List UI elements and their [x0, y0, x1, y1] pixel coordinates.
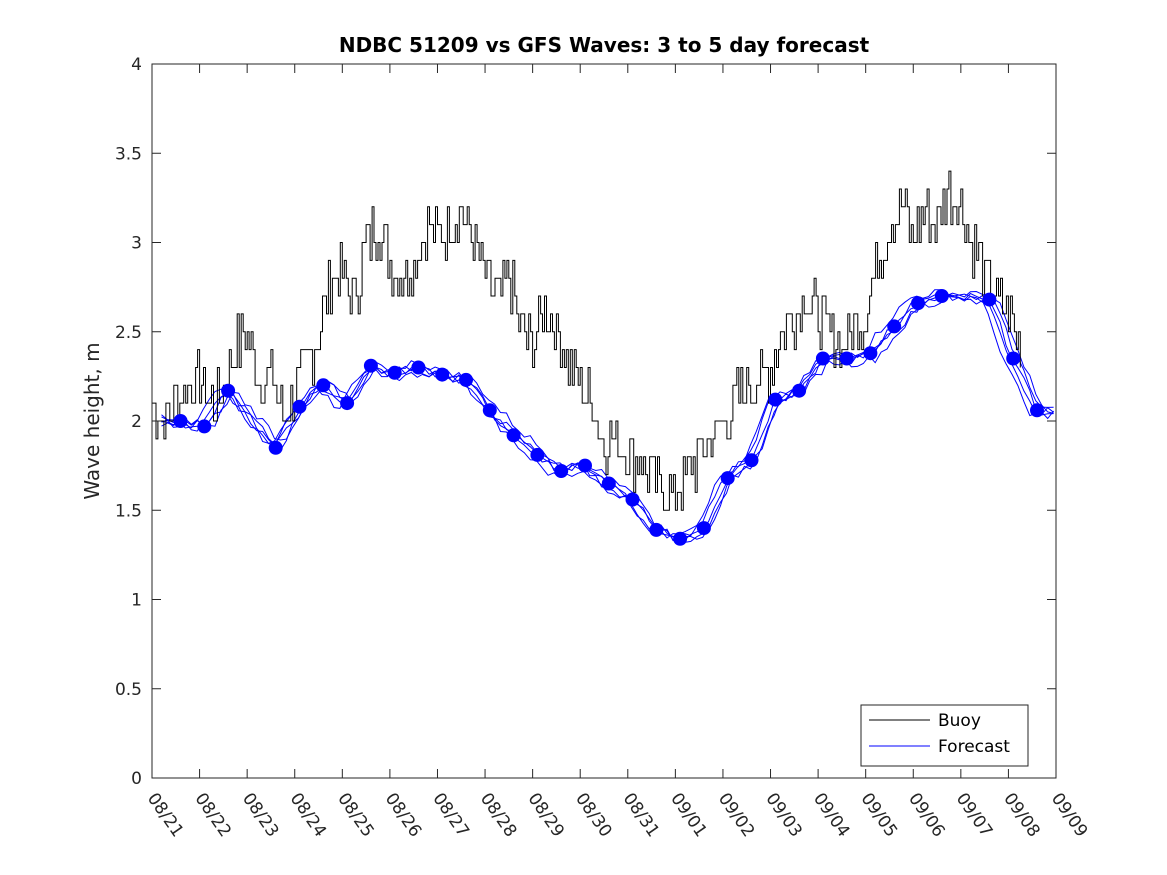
- forecast-point: [363, 358, 378, 373]
- forecast-point: [911, 296, 925, 311]
- forecast-point: [268, 440, 283, 455]
- y-tick-label: 1.5: [115, 501, 142, 521]
- forecast-point: [506, 428, 521, 443]
- x-tick-label: 08/22: [190, 789, 234, 841]
- forecast-point: [744, 453, 759, 468]
- forecast-point: [839, 351, 854, 366]
- x-tick-label: 08/24: [286, 789, 330, 841]
- forecast-point: [554, 464, 569, 478]
- x-tick-label: 08/23: [238, 789, 282, 841]
- forecast-markers: [173, 289, 1044, 546]
- x-tick-label: 09/07: [952, 789, 996, 841]
- forecast-point: [292, 399, 307, 414]
- x-tick-label: 09/06: [904, 789, 948, 841]
- x-tick-label: 09/09: [1047, 789, 1091, 841]
- forecast-line: [161, 289, 1054, 538]
- forecast-point: [887, 319, 902, 334]
- x-tick-label: 09/08: [999, 789, 1043, 841]
- forecast-point: [387, 365, 402, 380]
- forecast-point: [673, 531, 688, 546]
- forecast-point: [340, 396, 355, 411]
- legend-box: [860, 704, 1029, 767]
- forecast-point: [197, 419, 212, 434]
- forecast-point: [1006, 351, 1021, 366]
- x-tick-label: 08/29: [524, 789, 568, 841]
- forecast-point: [982, 292, 997, 307]
- x-tick-label: 08/21: [143, 789, 187, 841]
- y-tick-label: 2.5: [115, 323, 142, 343]
- forecast-point: [435, 367, 450, 382]
- buoy-line-group: [152, 170, 1021, 511]
- forecast-point: [934, 289, 949, 303]
- x-tick-label: 09/05: [857, 789, 901, 841]
- forecast-point: [459, 372, 473, 387]
- forecast-point: [768, 392, 783, 407]
- forecast-point: [792, 383, 807, 398]
- forecast-point: [173, 414, 188, 428]
- x-tick-label: 09/01: [666, 789, 710, 841]
- legend-buoy-label: Buoy: [938, 711, 981, 731]
- forecast-point: [578, 458, 592, 473]
- plot-background: [152, 64, 1056, 778]
- x-tick-label: 08/26: [381, 789, 425, 841]
- forecast-point: [601, 476, 616, 491]
- y-tick-label: 4: [131, 55, 142, 75]
- forecast-point: [411, 360, 426, 375]
- legend: Buoy Forecast: [860, 704, 1029, 767]
- x-tick-label: 08/27: [428, 789, 472, 841]
- x-tick-label: 08/28: [476, 789, 520, 841]
- x-tick-label: 08/30: [571, 789, 615, 841]
- x-tick-label: 08/25: [333, 789, 377, 841]
- buoy-line: [152, 170, 1021, 511]
- y-tick-label: 3.5: [115, 144, 142, 164]
- legend-forecast-label: Forecast: [938, 737, 1010, 757]
- forecast-point: [316, 378, 331, 393]
- x-tick-label: 09/03: [761, 789, 805, 841]
- y-tick-label: 0.5: [115, 680, 142, 700]
- forecast-point: [530, 447, 545, 462]
- y-tick-label: 2: [131, 412, 142, 432]
- x-tick-label: 09/02: [714, 789, 758, 841]
- forecast-point: [720, 471, 735, 486]
- y-axis: 0 0.5 1 1.5 2 2.5 3 3.5 4: [115, 55, 1056, 789]
- forecast-point: [815, 351, 830, 366]
- forecast-point: [221, 383, 236, 398]
- forecast-point: [696, 521, 711, 536]
- forecast-point: [482, 403, 497, 418]
- forecast-point: [625, 492, 640, 507]
- y-tick-label: 1: [131, 591, 142, 611]
- x-tick-label: 08/31: [619, 789, 663, 841]
- y-axis-label: Wave height, m: [80, 342, 104, 499]
- x-tick-label: 09/04: [809, 789, 853, 841]
- forecast-point: [863, 346, 878, 361]
- forecast-point: [649, 522, 664, 537]
- y-tick-label: 0: [131, 769, 142, 789]
- chart-title: NDBC 51209 vs GFS Waves: 3 to 5 day fore…: [339, 33, 870, 57]
- y-tick-label: 3: [131, 234, 142, 254]
- forecast-point: [1030, 403, 1044, 418]
